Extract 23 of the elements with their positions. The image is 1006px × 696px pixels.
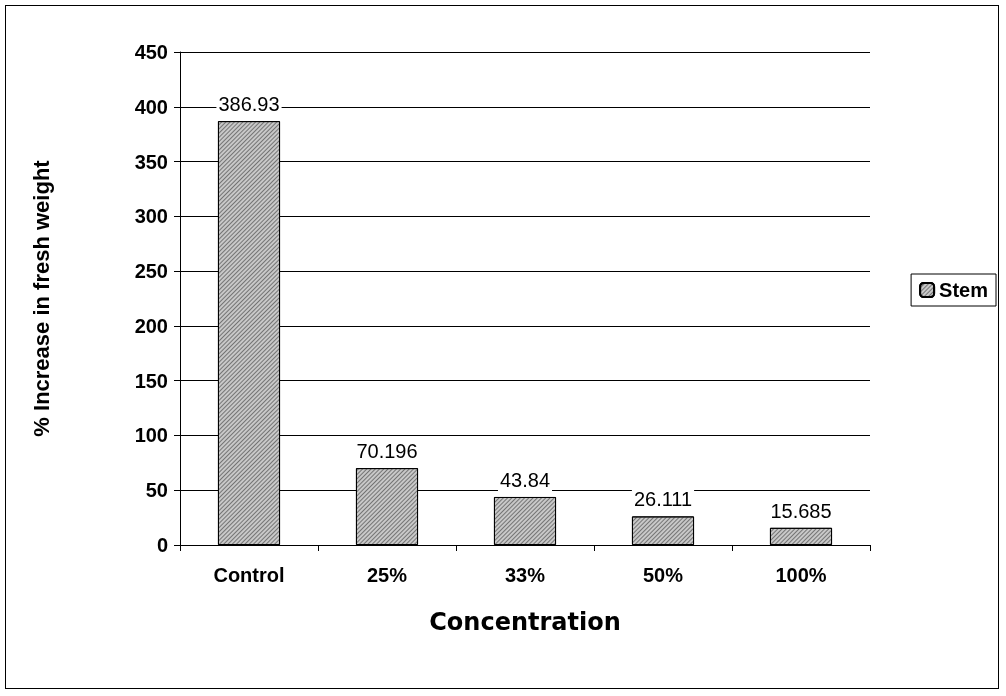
x-tick-label: 100% bbox=[775, 564, 827, 586]
data-label: 386.93 bbox=[218, 93, 280, 116]
y-tick-label: 200 bbox=[134, 314, 168, 337]
x-tick-label: 50% bbox=[642, 564, 684, 586]
legend-label: Stem bbox=[939, 279, 988, 301]
data-label: 15.685 bbox=[770, 499, 832, 522]
y-tick-label: 150 bbox=[134, 369, 168, 392]
y-tick-label: 100 bbox=[134, 424, 168, 447]
y-tick-label: 450 bbox=[134, 41, 168, 63]
y-tick-label: 300 bbox=[134, 205, 168, 228]
data-label: 43.84 bbox=[499, 468, 551, 491]
x-tick-label: 25% bbox=[366, 564, 408, 586]
x-axis-title: Concentration bbox=[429, 608, 621, 636]
y-tick-label: 350 bbox=[134, 150, 168, 173]
y-axis-title: % Increase in fresh weight bbox=[28, 159, 54, 437]
data-label: 26.111 bbox=[633, 488, 693, 511]
y-tick-label: 250 bbox=[134, 260, 168, 283]
y-tick-label: 50 bbox=[145, 479, 168, 502]
y-tick-label: 0 bbox=[156, 534, 168, 556]
x-tick-label: 33% bbox=[504, 564, 546, 586]
y-tick-label: 400 bbox=[134, 95, 168, 118]
data-label: 70.196 bbox=[356, 440, 418, 463]
x-tick-label: Control bbox=[213, 564, 285, 586]
